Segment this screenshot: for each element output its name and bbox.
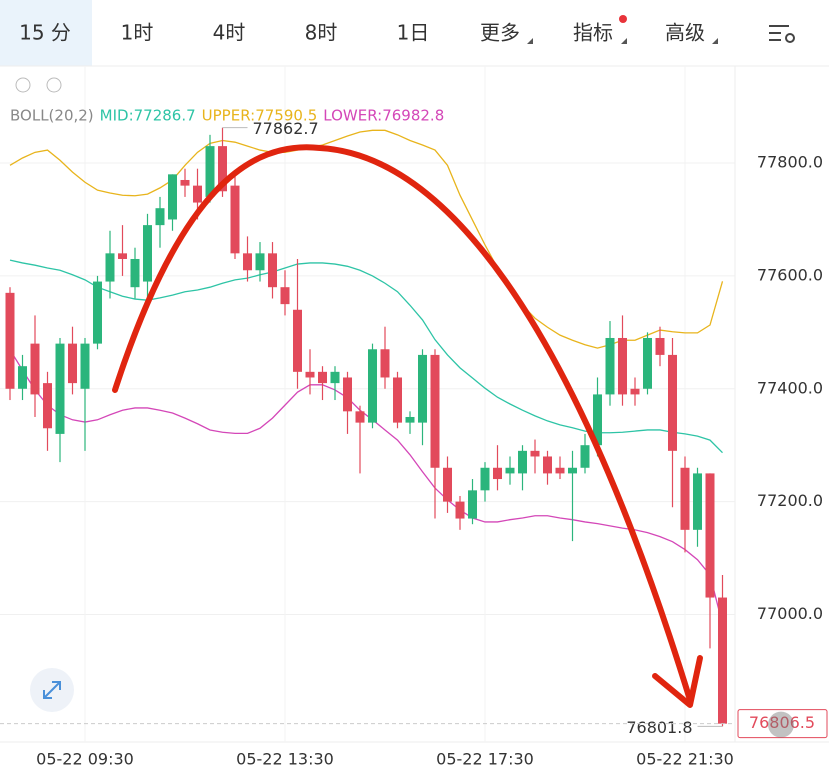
settings-icon[interactable] bbox=[769, 25, 795, 43]
y-tick-label: 77600.0 bbox=[757, 265, 823, 284]
candle-body bbox=[168, 174, 177, 220]
legend-entry: MID:77286.7 bbox=[100, 107, 196, 125]
settings-small-icon[interactable] bbox=[46, 77, 62, 93]
candle-body bbox=[718, 597, 727, 724]
candle-body bbox=[130, 258, 140, 288]
candle-body bbox=[693, 473, 702, 530]
candle-body bbox=[443, 467, 452, 502]
candle-body bbox=[280, 287, 290, 305]
notify-dot bbox=[619, 15, 627, 23]
band-line bbox=[9, 349, 724, 625]
candle-body bbox=[318, 371, 327, 384]
x-tick-label: 05-22 13:30 bbox=[236, 750, 334, 769]
candle-body bbox=[268, 253, 277, 288]
candle-body bbox=[643, 337, 652, 389]
y-tick-label: 77800.0 bbox=[757, 153, 823, 172]
candle-body bbox=[368, 349, 377, 423]
candle-body bbox=[568, 467, 577, 474]
max-label: 77862.7 bbox=[253, 119, 319, 138]
x-tick-label: 05-22 17:30 bbox=[436, 750, 534, 769]
candle-body bbox=[480, 467, 490, 491]
candle-body bbox=[218, 146, 227, 192]
tab[interactable]: 1时 bbox=[121, 21, 154, 45]
candle-body bbox=[543, 456, 552, 474]
candle-body bbox=[205, 146, 215, 197]
candle-body bbox=[5, 292, 15, 389]
tab[interactable]: 更多 bbox=[480, 21, 520, 45]
candle-body bbox=[155, 208, 165, 226]
candle-body bbox=[243, 253, 252, 271]
candle-body bbox=[393, 377, 402, 423]
indicator-name: BOLL(20,2) bbox=[10, 107, 94, 125]
expand-icon bbox=[43, 681, 61, 699]
candle-body bbox=[330, 371, 340, 384]
candle-body bbox=[18, 366, 27, 389]
candle-body bbox=[505, 467, 515, 474]
active-tab-bg bbox=[0, 0, 92, 66]
candle-body bbox=[230, 185, 240, 254]
y-tick-label: 77400.0 bbox=[757, 378, 823, 397]
candle-body bbox=[430, 354, 440, 468]
y-tick-label: 77000.0 bbox=[757, 604, 823, 623]
band-line bbox=[9, 259, 723, 454]
candle-body bbox=[43, 383, 52, 429]
tab[interactable]: 8时 bbox=[305, 21, 338, 45]
candle-body bbox=[680, 467, 690, 530]
candle-body bbox=[80, 343, 90, 389]
last-price-box bbox=[737, 709, 828, 739]
candle-body bbox=[180, 179, 190, 186]
x-tick-label: 05-22 21:30 bbox=[636, 750, 734, 769]
candle-body bbox=[305, 371, 315, 378]
candle-body bbox=[468, 490, 477, 519]
collapse-icon[interactable] bbox=[15, 77, 31, 93]
candle-body bbox=[55, 343, 65, 434]
candle-body bbox=[143, 225, 152, 282]
trend-arrow bbox=[112, 144, 693, 703]
candle-body bbox=[668, 354, 677, 451]
tab[interactable]: 4时 bbox=[213, 21, 246, 45]
price-handle bbox=[768, 711, 794, 738]
candle-body bbox=[418, 354, 427, 423]
candle-body bbox=[355, 411, 365, 423]
candle-body bbox=[405, 416, 415, 423]
candle-body bbox=[630, 388, 640, 395]
candle-body bbox=[118, 253, 127, 259]
candle-body bbox=[493, 467, 502, 480]
trend-arrow-head bbox=[652, 655, 703, 708]
candle-body bbox=[580, 445, 590, 468]
candle-body bbox=[530, 450, 540, 457]
candle-body bbox=[518, 450, 527, 474]
tab[interactable]: 1日 bbox=[397, 21, 430, 45]
candle-body bbox=[705, 473, 715, 598]
tab-arrows bbox=[527, 38, 718, 44]
candle-body bbox=[618, 337, 627, 395]
band-line bbox=[9, 129, 724, 349]
x-tick-label: 05-22 09:30 bbox=[36, 750, 134, 769]
tab[interactable]: 指标 bbox=[573, 21, 613, 45]
tab[interactable]: 高级 bbox=[665, 21, 705, 45]
y-tick-label: 77200.0 bbox=[757, 491, 823, 510]
candle-body bbox=[343, 377, 352, 412]
candle-body bbox=[555, 467, 565, 474]
min-label: 76801.8 bbox=[626, 718, 692, 737]
last-price-label: 76806.5 bbox=[749, 713, 815, 732]
candle-body bbox=[105, 253, 115, 282]
candle-body bbox=[605, 337, 615, 395]
candle-body bbox=[655, 337, 665, 355]
candle-body bbox=[193, 185, 202, 203]
candle-body bbox=[68, 343, 77, 384]
candle-body bbox=[30, 343, 40, 395]
candle-body bbox=[93, 281, 102, 344]
candle-body bbox=[593, 394, 602, 446]
candle-body bbox=[255, 253, 265, 271]
legend-entry: UPPER:77590.5 bbox=[202, 107, 318, 125]
legend-entry: LOWER:76982.8 bbox=[323, 107, 444, 125]
candle-body bbox=[380, 349, 390, 378]
tab[interactable]: 15 分 bbox=[19, 21, 71, 45]
candle-body bbox=[293, 309, 302, 372]
candle-body bbox=[455, 501, 465, 519]
